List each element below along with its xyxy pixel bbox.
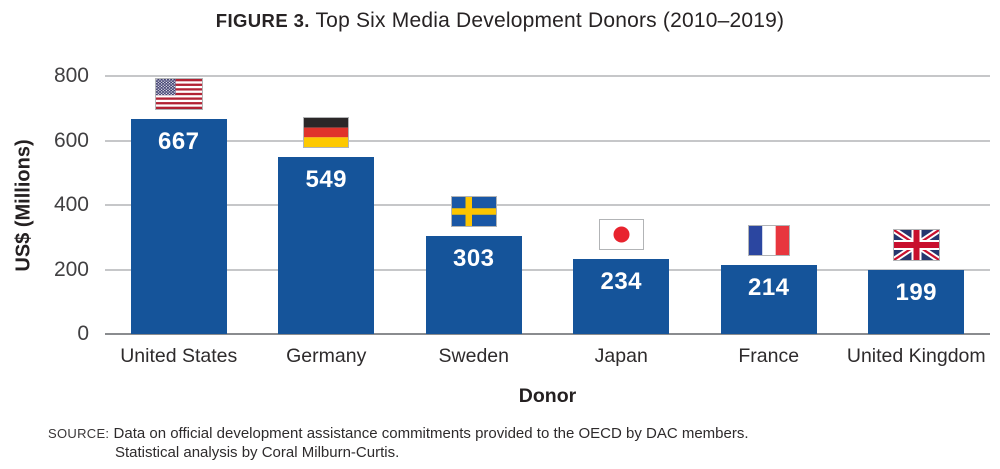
y-tick-label: 600 — [53, 128, 89, 152]
x-axis-baseline: 0 — [77, 322, 990, 345]
figure-title: FIGURE 3. Top Six Media Development Dono… — [0, 9, 1000, 33]
source-line1-text: Data on official development assistance … — [113, 425, 749, 442]
gridline-200: 200 — [54, 258, 990, 281]
bar-value-label: 199 — [895, 278, 938, 306]
source-label: SOURCE: — [48, 426, 110, 441]
bar: 234 — [573, 258, 670, 334]
gridline-800: 800 — [54, 64, 990, 87]
x-tick-label-japan: Japan — [594, 345, 648, 367]
y-tick-label: 0 — [77, 322, 89, 345]
x-tick-label-sweden: Sweden — [438, 345, 509, 367]
bar-group-sweden: 303 — [400, 76, 548, 334]
x-tick-label-united-kingdom: United Kingdom — [846, 345, 986, 367]
bar-value-label: 667 — [157, 127, 200, 155]
bars-layer: 667 549 — [105, 76, 990, 334]
bar: 214 — [720, 265, 817, 334]
us-flag-icon — [154, 77, 203, 110]
source-line1: SOURCE: Data on official development ass… — [48, 424, 749, 443]
y-tick-label: 400 — [53, 193, 89, 216]
bar-value-label: 214 — [747, 274, 790, 301]
bar-group-germany: 549 — [253, 76, 401, 334]
x-tick-label-germany: Germany — [286, 345, 367, 367]
sweden-flag-icon — [450, 196, 497, 228]
france-flag-icon — [747, 225, 790, 256]
x-axis-labels: United States Germany Sweden Japan Franc… — [105, 345, 990, 368]
bar-value-label: 549 — [305, 165, 348, 193]
source-line2: Statistical analysis by Coral Milburn-Cu… — [115, 444, 400, 461]
gridline-400: 400 — [54, 193, 990, 216]
figure-title-prefix: FIGURE 3. — [215, 10, 310, 31]
bar-value-label: 303 — [452, 245, 495, 273]
bar-group-japan: 234 — [548, 76, 696, 334]
plot-area: 800 600 400 200 0 — [54, 64, 990, 345]
y-tick-label: 800 — [53, 64, 89, 87]
bar-group-united-states: 667 — [105, 76, 253, 334]
y-tick-label: 200 — [53, 257, 89, 281]
bar: 667 — [130, 118, 227, 334]
uk-flag-icon — [892, 228, 940, 261]
bar-group-united-kingdom: 199 — [843, 76, 991, 334]
bar-group-france: 214 — [695, 76, 843, 334]
x-axis-title: Donor — [518, 385, 577, 407]
source-note: SOURCE: Data on official development ass… — [48, 424, 749, 462]
bar: 549 — [278, 156, 375, 334]
x-tick-label-united-states: United States — [120, 345, 238, 367]
y-axis-label: US$ (Millions) — [12, 139, 35, 272]
gridline-600: 600 — [54, 129, 990, 152]
bar-value-label: 234 — [600, 267, 643, 295]
bar: 303 — [425, 236, 522, 334]
figure-title-text: Top Six Media Development Donors (2010–2… — [315, 9, 785, 32]
x-tick-label-france: France — [738, 345, 800, 367]
germany-flag-icon — [303, 116, 350, 148]
bar: 199 — [868, 269, 965, 334]
japan-flag-icon — [598, 218, 644, 250]
